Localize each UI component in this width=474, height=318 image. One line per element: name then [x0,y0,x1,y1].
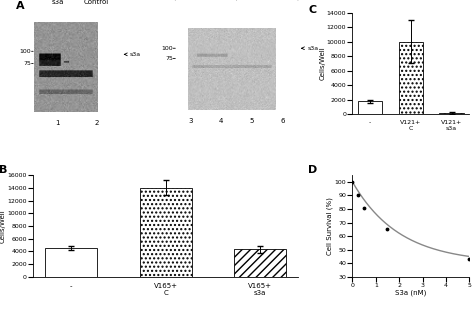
Bar [45,248,97,277]
Text: 6: 6 [280,118,285,124]
Text: B: B [0,165,7,175]
Text: s3a: s3a [129,52,141,57]
Text: 75: 75 [24,61,31,66]
Text: 2: 2 [94,120,99,126]
Bar [358,101,382,114]
Text: 100: 100 [20,49,31,54]
Bar [439,113,464,114]
Text: 5: 5 [250,118,254,124]
Y-axis label: Cell Survival (%): Cell Survival (%) [327,197,333,255]
Text: Control: Control [83,0,109,4]
Text: 75: 75 [165,56,173,61]
Text: D: D [308,165,317,175]
Bar [140,188,191,277]
Text: s3a: s3a [308,46,319,51]
Text: 100: 100 [161,46,173,51]
Y-axis label: Cells/Well: Cells/Well [0,209,6,243]
Y-axis label: Cells/Well: Cells/Well [319,47,325,80]
Text: 3: 3 [188,118,193,124]
Text: 1: 1 [55,120,60,126]
X-axis label: S3a (nM): S3a (nM) [395,289,427,296]
Text: s3a: s3a [52,0,64,4]
Text: 4: 4 [219,118,223,124]
Text: A: A [16,1,24,10]
Bar [234,249,286,277]
Text: C: C [308,4,316,15]
Bar [399,42,423,114]
